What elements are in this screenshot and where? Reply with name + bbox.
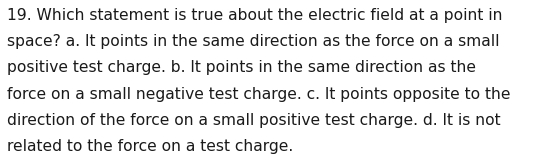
Text: related to the force on a test charge.: related to the force on a test charge. <box>7 139 294 154</box>
Text: direction of the force on a small positive test charge. d. It is not: direction of the force on a small positi… <box>7 113 501 128</box>
Text: 19. Which statement is true about the electric field at a point in: 19. Which statement is true about the el… <box>7 8 503 23</box>
Text: force on a small negative test charge. c. It points opposite to the: force on a small negative test charge. c… <box>7 87 511 102</box>
Text: space? a. It points in the same direction as the force on a small: space? a. It points in the same directio… <box>7 34 500 49</box>
Text: positive test charge. b. It points in the same direction as the: positive test charge. b. It points in th… <box>7 60 477 75</box>
